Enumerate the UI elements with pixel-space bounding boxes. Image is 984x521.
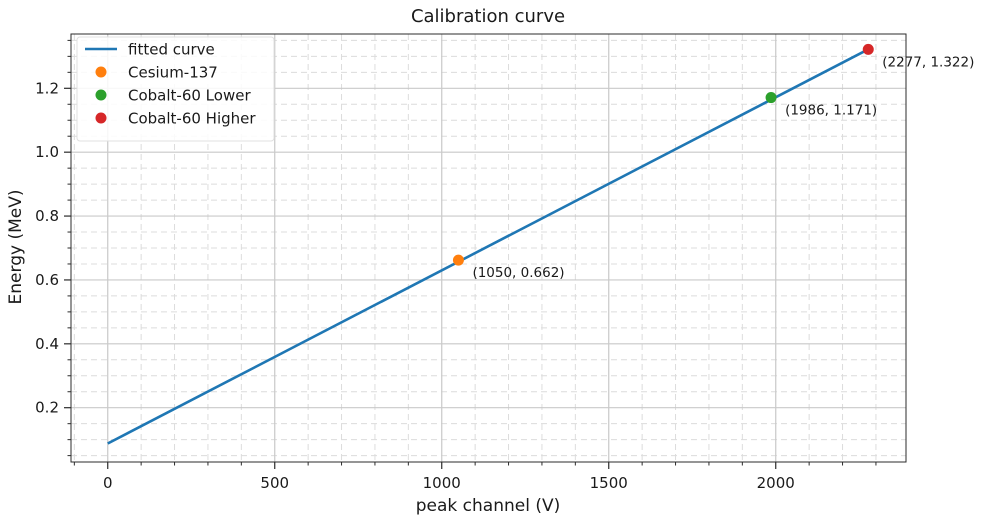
data-point-cobalt-60-higher bbox=[862, 43, 874, 55]
data-marks bbox=[107, 43, 874, 445]
y-tick-label: 0.2 bbox=[35, 399, 59, 417]
x-tick-label: 2000 bbox=[757, 474, 795, 492]
point-annotations: (1050, 0.662) (1986, 1.171) (2277, 1.322) bbox=[472, 54, 974, 281]
point-annotation: (1986, 1.171) bbox=[785, 103, 877, 119]
legend-label: Cobalt-60 Lower bbox=[128, 87, 251, 105]
x-tick-label: 0 bbox=[103, 474, 113, 492]
y-tick-label: 1.2 bbox=[35, 79, 59, 97]
axis-ticks: 0 500 1000 1500 2000 0.2 0.4 0.6 0.8 1.0 1.2 bbox=[35, 39, 877, 492]
legend-label: fitted curve bbox=[128, 41, 215, 59]
fitted-curve-line bbox=[107, 48, 869, 445]
legend-label: Cobalt-60 Higher bbox=[128, 110, 256, 128]
data-point-cobalt-60-lower bbox=[765, 92, 777, 104]
point-annotation: (2277, 1.322) bbox=[882, 54, 974, 70]
legend-box bbox=[76, 36, 275, 142]
legend: fitted curve Cesium-137 Cobalt-60 Lower Cob… bbox=[76, 36, 275, 142]
data-point-cesium-137 bbox=[452, 254, 464, 266]
x-tick-label: 1500 bbox=[590, 474, 628, 492]
legend-swatch-point bbox=[95, 89, 107, 101]
chart-title: Calibration curve bbox=[411, 6, 565, 27]
point-annotation: (1050, 0.662) bbox=[472, 265, 564, 281]
legend-label: Cesium-137 bbox=[128, 64, 218, 82]
x-axis-label: peak channel (V) bbox=[416, 496, 560, 516]
legend-swatch-point bbox=[95, 112, 107, 124]
legend-swatch-point bbox=[95, 66, 107, 78]
x-tick-label: 500 bbox=[260, 474, 289, 492]
x-tick-label: 1000 bbox=[423, 474, 461, 492]
y-tick-label: 0.6 bbox=[35, 271, 59, 289]
y-tick-label: 0.4 bbox=[35, 335, 59, 353]
y-tick-label: 0.8 bbox=[35, 207, 59, 225]
y-tick-label: 1.0 bbox=[35, 143, 59, 161]
y-axis-label: Energy (MeV) bbox=[6, 190, 26, 305]
